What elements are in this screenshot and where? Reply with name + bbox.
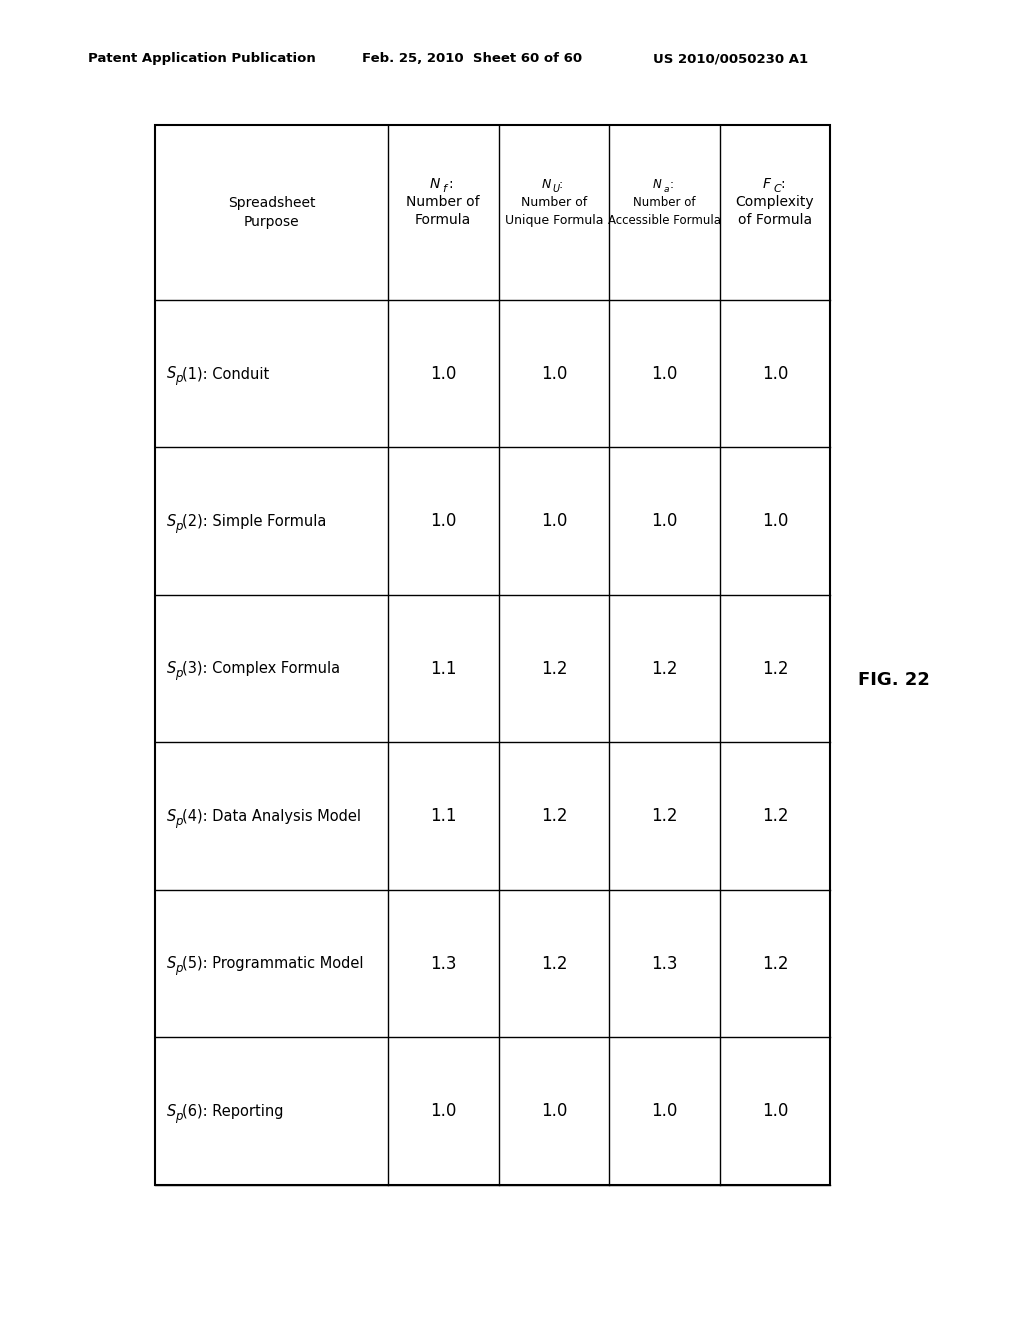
Text: S: S	[167, 956, 176, 972]
Text: F: F	[763, 177, 771, 191]
Text: 1.1: 1.1	[430, 660, 457, 677]
Text: 1.2: 1.2	[762, 808, 788, 825]
Text: Spreadsheet
Purpose: Spreadsheet Purpose	[227, 195, 315, 230]
Text: C: C	[774, 185, 781, 194]
Text: Unique Formula: Unique Formula	[505, 214, 603, 227]
Text: 1.2: 1.2	[651, 808, 678, 825]
Text: 1.0: 1.0	[762, 512, 788, 531]
Text: p: p	[175, 372, 182, 385]
Text: Accessible Formula: Accessible Formula	[608, 214, 721, 227]
Text: (3): Complex Formula: (3): Complex Formula	[182, 661, 340, 676]
Text: 1.0: 1.0	[430, 364, 457, 383]
Text: N: N	[652, 178, 662, 191]
Text: US 2010/0050230 A1: US 2010/0050230 A1	[653, 51, 808, 65]
Text: 1.0: 1.0	[541, 512, 567, 531]
Text: 1.0: 1.0	[430, 1102, 457, 1121]
Text: N: N	[542, 178, 551, 191]
Text: 1.0: 1.0	[430, 512, 457, 531]
Text: (5): Programmatic Model: (5): Programmatic Model	[182, 956, 364, 972]
Text: (4): Data Analysis Model: (4): Data Analysis Model	[182, 809, 361, 824]
Text: Feb. 25, 2010  Sheet 60 of 60: Feb. 25, 2010 Sheet 60 of 60	[362, 51, 582, 65]
Text: p: p	[175, 1110, 182, 1123]
Text: 1.0: 1.0	[762, 364, 788, 383]
Text: S: S	[167, 366, 176, 381]
Text: 1.0: 1.0	[541, 1102, 567, 1121]
Text: of Formula: of Formula	[738, 214, 812, 227]
Text: 1.0: 1.0	[651, 512, 678, 531]
Text: 1.0: 1.0	[651, 1102, 678, 1121]
Text: :: :	[780, 177, 784, 191]
Text: Number of: Number of	[521, 195, 587, 209]
Text: f: f	[442, 185, 446, 194]
Text: p: p	[175, 814, 182, 828]
Text: p: p	[175, 962, 182, 975]
Text: Number of: Number of	[634, 195, 696, 209]
Text: 1.2: 1.2	[651, 660, 678, 677]
Text: p: p	[175, 667, 182, 680]
Text: N: N	[430, 177, 440, 191]
Text: Patent Application Publication: Patent Application Publication	[88, 51, 315, 65]
Bar	[155, 125, 830, 1185]
Text: :: :	[670, 178, 674, 191]
Text: 1.2: 1.2	[541, 808, 567, 825]
Text: 1.2: 1.2	[762, 660, 788, 677]
Text: 1.2: 1.2	[541, 660, 567, 677]
Text: 1.2: 1.2	[541, 954, 567, 973]
Text: 1.0: 1.0	[541, 364, 567, 383]
Text: 1.0: 1.0	[651, 364, 678, 383]
Text: S: S	[167, 1104, 176, 1119]
Text: S: S	[167, 809, 176, 824]
Text: Number of: Number of	[407, 195, 480, 210]
Text: 1.3: 1.3	[651, 954, 678, 973]
Text: p: p	[175, 520, 182, 533]
Text: a: a	[664, 185, 669, 194]
Text: Formula: Formula	[415, 214, 471, 227]
Text: U: U	[553, 185, 560, 194]
Text: 1.3: 1.3	[430, 954, 457, 973]
Text: Complexity: Complexity	[735, 195, 814, 210]
Text: FIG. 22: FIG. 22	[858, 671, 930, 689]
Text: 1.2: 1.2	[762, 954, 788, 973]
Text: (2): Simple Formula: (2): Simple Formula	[182, 513, 327, 529]
Text: (6): Reporting: (6): Reporting	[182, 1104, 284, 1119]
Text: :: :	[449, 177, 453, 191]
Text: (1): Conduit: (1): Conduit	[182, 366, 269, 381]
Text: S: S	[167, 661, 176, 676]
Text: 1.0: 1.0	[762, 1102, 788, 1121]
Text: :: :	[559, 178, 563, 191]
Text: 1.1: 1.1	[430, 808, 457, 825]
Text: S: S	[167, 513, 176, 529]
